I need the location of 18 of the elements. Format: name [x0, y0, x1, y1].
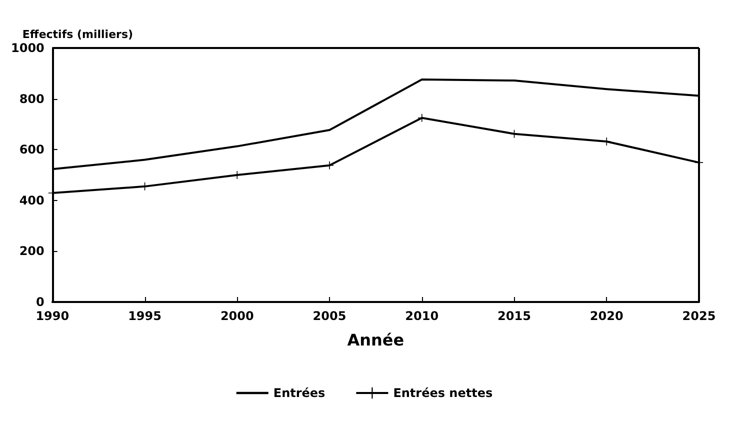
x-tick-label: 2020: [590, 309, 624, 323]
x-axis-title: Année: [347, 330, 404, 350]
x-tick-label: 2025: [682, 309, 716, 323]
x-tick-label: 1995: [128, 309, 162, 323]
y-tick-label: 600: [19, 142, 44, 157]
x-tick-label: 2000: [220, 309, 254, 323]
y-axis-title: Effectifs (milliers): [22, 28, 134, 41]
legend-label: Entrées nettes: [393, 386, 493, 400]
y-tick-label: 800: [19, 92, 44, 106]
x-tick-label: 1990: [36, 309, 70, 323]
x-tick-label: 2015: [498, 309, 531, 323]
y-tick-label: 1000: [10, 41, 44, 55]
x-tick-label: 2005: [312, 309, 346, 323]
legend-label: Entrées: [273, 386, 326, 400]
y-tick-label: 0: [36, 295, 44, 309]
y-tick-label: 200: [19, 244, 44, 258]
x-tick-label: 2010: [405, 309, 439, 323]
y-tick-label: 400: [19, 193, 44, 208]
